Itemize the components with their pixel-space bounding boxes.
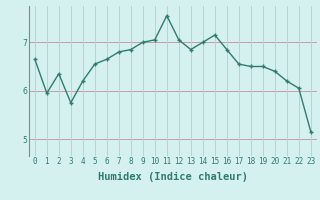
X-axis label: Humidex (Indice chaleur): Humidex (Indice chaleur) bbox=[98, 172, 248, 182]
